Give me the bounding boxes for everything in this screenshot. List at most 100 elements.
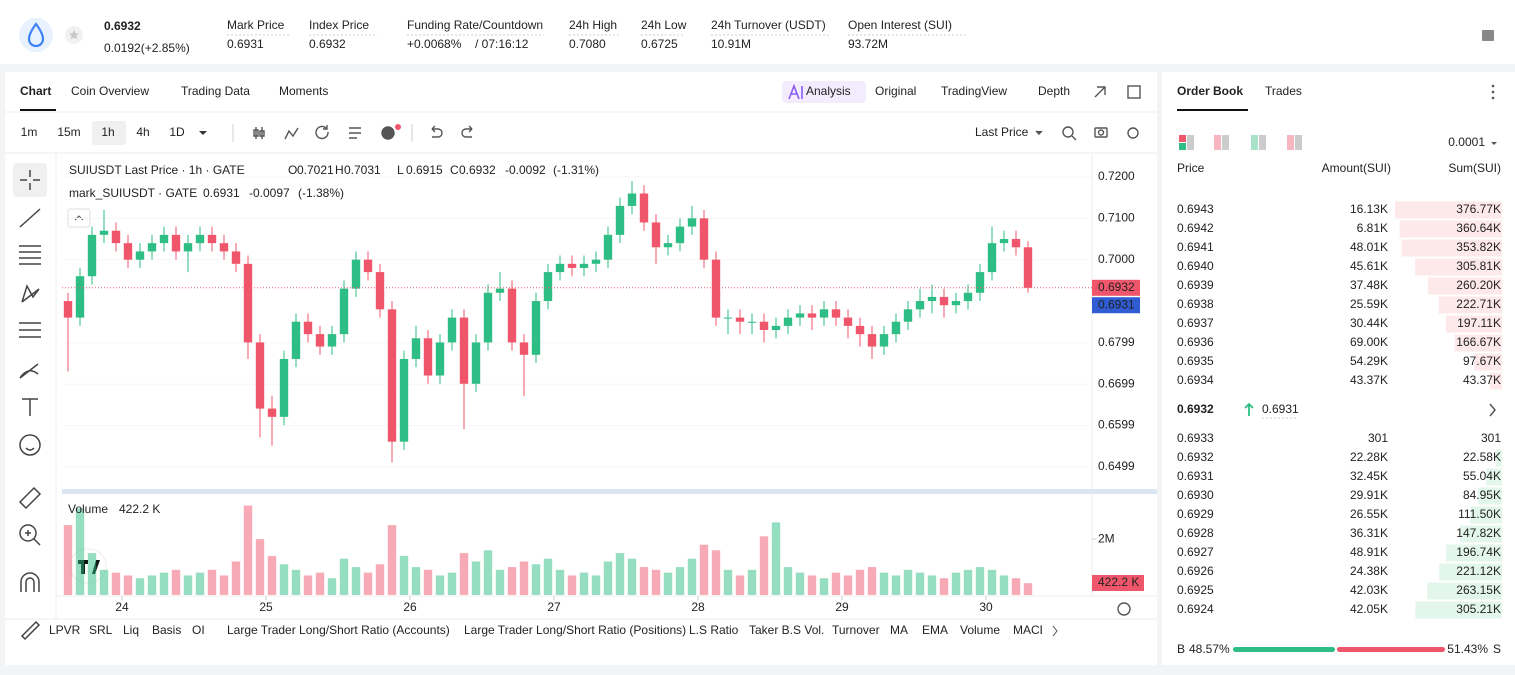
ob-sum: 111.50K xyxy=(1458,507,1501,521)
chart-view[interactable]: TradingView xyxy=(941,84,1007,98)
indicator[interactable]: EMA xyxy=(922,623,948,637)
chart-tab[interactable]: Moments xyxy=(279,84,328,98)
indicator[interactable]: Large Trader Long/Short Ratio (Accounts) xyxy=(227,623,450,637)
volume-bar xyxy=(76,508,84,595)
chart-view[interactable]: Original xyxy=(875,84,916,98)
indicator[interactable]: LPVR xyxy=(49,623,81,637)
precision[interactable]: 0.0001 xyxy=(1448,135,1485,149)
chart-tab[interactable]: Coin Overview xyxy=(71,84,149,98)
volume-bar xyxy=(760,536,768,595)
indicator[interactable]: Large Trader Long/Short Ratio (Positions… xyxy=(464,623,686,637)
pane-splitter[interactable] xyxy=(62,489,1157,494)
candle-body xyxy=(460,318,468,384)
indicator[interactable]: Taker B.S Vol. xyxy=(749,623,824,637)
ob-sum: 22.58K xyxy=(1463,450,1501,464)
ohlc-key: L xyxy=(397,163,404,177)
volume-bar xyxy=(700,545,708,595)
volume-bar xyxy=(592,575,600,595)
candle-body xyxy=(136,251,144,259)
volume-bar xyxy=(220,575,228,595)
ob-amount: 37.48K xyxy=(1350,278,1388,292)
volume-bar xyxy=(316,573,324,595)
ob-price: 0.6943 xyxy=(1177,202,1214,216)
volume-last-tag-text: 422.2 K xyxy=(1098,575,1139,589)
volume-bar xyxy=(340,559,348,595)
interval[interactable]: 15m xyxy=(57,125,80,139)
indicator[interactable]: Basis xyxy=(152,623,181,637)
chart-view[interactable]: Analysis xyxy=(806,84,851,98)
chart-tab[interactable]: Trading Data xyxy=(181,84,250,98)
indicator[interactable]: SRL xyxy=(89,623,113,637)
ob-sum: 84.95K xyxy=(1463,488,1501,502)
volume-bar xyxy=(328,578,336,595)
x-tick-label: 29 xyxy=(835,600,849,614)
volume-bar xyxy=(964,570,972,595)
volume-bar xyxy=(904,570,912,595)
stat-label: Index Price xyxy=(309,18,369,32)
indicator[interactable]: Volume xyxy=(960,623,1000,637)
candle-body xyxy=(532,301,540,355)
candle-body xyxy=(508,289,516,343)
candle-body xyxy=(316,334,324,346)
ob-sum: 301 xyxy=(1481,431,1501,445)
ob-sum: 55.04K xyxy=(1463,469,1501,483)
interval[interactable]: 1m xyxy=(21,125,38,139)
volume-bar xyxy=(940,578,948,595)
candle-body xyxy=(76,276,84,317)
candle-body xyxy=(208,235,216,243)
price-source[interactable]: Last Price xyxy=(975,125,1029,139)
candle-body xyxy=(1000,239,1008,243)
candle-body xyxy=(724,318,732,319)
ob-price: 0.6924 xyxy=(1177,602,1214,616)
ob-sum: 221.12K xyxy=(1456,564,1501,578)
indicator[interactable]: L.S Ratio xyxy=(689,623,739,637)
ob-sum: 147.82K xyxy=(1456,526,1501,540)
volume-bar xyxy=(388,525,396,595)
candle-body xyxy=(472,342,480,383)
candle-body xyxy=(292,322,300,359)
stat-value: 10.91M xyxy=(711,37,751,51)
more-dot[interactable] xyxy=(1492,85,1495,88)
volume-bar xyxy=(1024,583,1032,595)
indicator[interactable]: OI xyxy=(192,623,205,637)
interval[interactable]: 1h xyxy=(101,125,114,139)
candle-body xyxy=(220,243,228,251)
ob-tab[interactable]: Trades xyxy=(1265,84,1302,98)
volume-bar xyxy=(376,564,384,595)
volume-bar xyxy=(976,567,984,595)
indicator[interactable]: Turnover xyxy=(832,623,880,637)
interval[interactable]: 1D xyxy=(169,125,185,139)
volume-legend: Volume xyxy=(68,502,108,516)
ob-tab[interactable]: Order Book xyxy=(1177,84,1243,98)
candle-body xyxy=(844,318,852,326)
more-dot[interactable] xyxy=(1492,97,1495,100)
indicator[interactable]: Liq xyxy=(123,623,139,637)
stat-label: Funding Rate/Countdown xyxy=(407,18,543,32)
volume-bar xyxy=(352,567,360,595)
volume-bar xyxy=(856,570,864,595)
volume-bar xyxy=(604,561,612,595)
candle-body xyxy=(664,243,672,247)
volume-bar xyxy=(280,564,288,595)
more-dot[interactable] xyxy=(1492,91,1495,94)
chart-tab[interactable]: Chart xyxy=(20,84,51,98)
ob-price: 0.6936 xyxy=(1177,335,1214,349)
volume-bar xyxy=(868,567,876,595)
interval[interactable]: 4h xyxy=(136,125,149,139)
menu-icon[interactable] xyxy=(1482,30,1494,41)
last-price-tag-text: 0.6932 xyxy=(1098,280,1135,294)
indicator[interactable]: MA xyxy=(890,623,908,637)
volume-bar xyxy=(196,573,204,595)
ob-amount: 6.81K xyxy=(1357,221,1388,235)
ob-amount: 22.28K xyxy=(1350,450,1388,464)
candle-body xyxy=(616,206,624,235)
chart-view[interactable]: Depth xyxy=(1038,84,1070,98)
candle-body xyxy=(352,260,360,289)
volume-bar xyxy=(412,567,420,595)
candle-body xyxy=(148,243,156,251)
volume-bar xyxy=(244,506,252,595)
candle-body xyxy=(424,338,432,375)
mark-change: -0.0097 xyxy=(249,186,290,200)
ob-price: 0.6926 xyxy=(1177,564,1214,578)
